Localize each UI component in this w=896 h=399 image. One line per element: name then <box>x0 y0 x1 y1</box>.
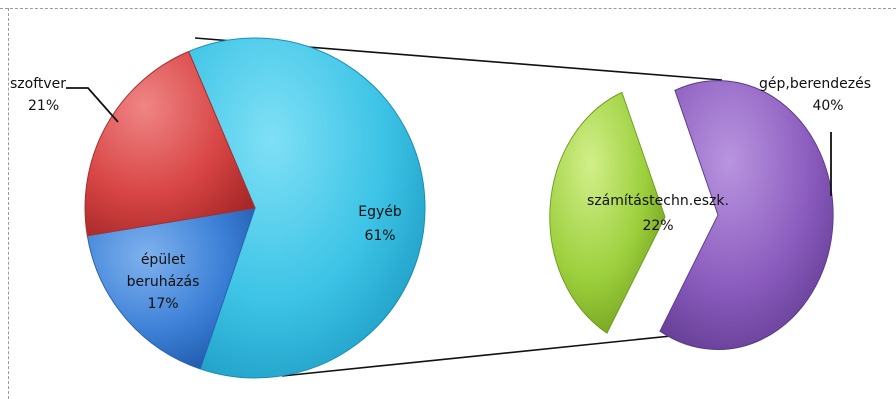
label-gep-value: 40% <box>812 98 843 114</box>
label-epulet-line1: épület <box>141 252 186 268</box>
label-szoftver-name: szoftver <box>10 76 66 92</box>
leader-line-szoftver <box>66 87 119 123</box>
label-szoftver-value: 21% <box>28 98 59 114</box>
label-egyeb-name: Egyéb <box>358 204 402 220</box>
label-szamitas-name: számítástechn.eszk. <box>587 193 729 209</box>
label-egyeb-value: 61% <box>364 228 395 244</box>
chart-border-top <box>0 8 896 9</box>
label-szamitas-value: 22% <box>642 218 673 234</box>
slice-szoftver <box>84 50 256 237</box>
slice-egyeb <box>187 37 426 379</box>
label-epulet-value: 17% <box>147 296 178 312</box>
slice-gep-berendezes <box>659 80 834 350</box>
label-epulet-line2: beruházás <box>127 274 200 290</box>
label-gep-name: gép,berendezés <box>759 76 871 92</box>
slice-szamitastechn-eszk <box>549 91 666 334</box>
connector-line-bottom <box>281 330 721 377</box>
chart-border-left <box>8 8 9 399</box>
slice-epulet-beruhazas <box>86 207 256 370</box>
